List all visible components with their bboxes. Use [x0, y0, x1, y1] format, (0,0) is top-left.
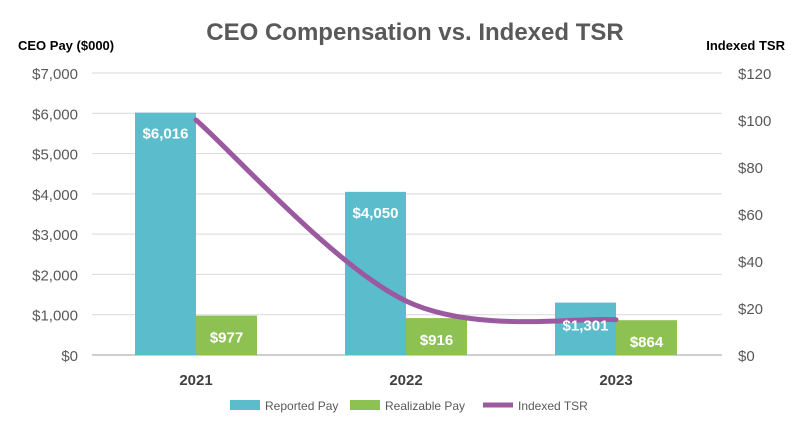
left-axis-title: CEO Pay ($000)	[18, 38, 114, 53]
category-label: 2021	[179, 372, 212, 389]
category-label: 2022	[389, 372, 422, 389]
data-label: $977	[210, 330, 243, 347]
right-tick-label: $0	[738, 348, 755, 365]
right-tick-label: $40	[738, 254, 763, 271]
right-tick-label: $80	[738, 160, 763, 177]
right-tick-label: $100	[738, 113, 771, 130]
data-label: $1,301	[563, 318, 609, 335]
legend: Reported Pay Realizable Pay Indexed TSR	[230, 399, 588, 413]
chart-title: CEO Compensation vs. Indexed TSR	[206, 19, 623, 46]
tsr-line-layer	[193, 117, 619, 325]
left-tick-label: $7,000	[32, 66, 78, 83]
right-tick-label: $60	[738, 207, 763, 224]
right-axis-title: Indexed TSR	[706, 38, 785, 53]
legend-label: Reported Pay	[265, 399, 338, 413]
category-label: 2023	[599, 372, 632, 389]
bar-realizable-pay	[406, 318, 467, 355]
bar-reported-pay	[135, 112, 196, 355]
bar-reported-pay	[555, 302, 616, 355]
left-tick-label: $0	[61, 348, 78, 365]
data-label: $916	[420, 332, 453, 349]
legend-swatch	[230, 400, 260, 410]
right-tick-label: $20	[738, 301, 763, 318]
left-tick-label: $5,000	[32, 147, 78, 164]
bar-realizable-pay	[196, 315, 257, 355]
legend-swatch	[350, 400, 380, 410]
data-label: $864	[630, 334, 664, 351]
labels: 2021 2022 2023 $6,016 $4,050 $1,301 $977 $916 $8…	[143, 126, 664, 389]
left-tick-label: $6,000	[32, 106, 78, 123]
right-tick-label: $120	[738, 66, 771, 83]
left-tick-label: $3,000	[32, 227, 78, 244]
data-label: $4,050	[353, 205, 399, 222]
bar-realizable-pay	[616, 320, 677, 355]
bars	[135, 112, 677, 355]
data-label: $6,016	[143, 126, 189, 143]
legend-label: Indexed TSR	[518, 399, 588, 413]
bar-reported-pay	[345, 191, 406, 355]
legend-label: Realizable Pay	[385, 399, 465, 413]
grid: $0 $1,000 $2,000 $3,000 $4,000 $5,000 $6,000 $7…	[32, 66, 771, 365]
left-tick-label: $1,000	[32, 308, 78, 325]
left-tick-label: $2,000	[32, 267, 78, 284]
left-tick-label: $4,000	[32, 187, 78, 204]
line-indexed-tsr	[193, 117, 619, 325]
